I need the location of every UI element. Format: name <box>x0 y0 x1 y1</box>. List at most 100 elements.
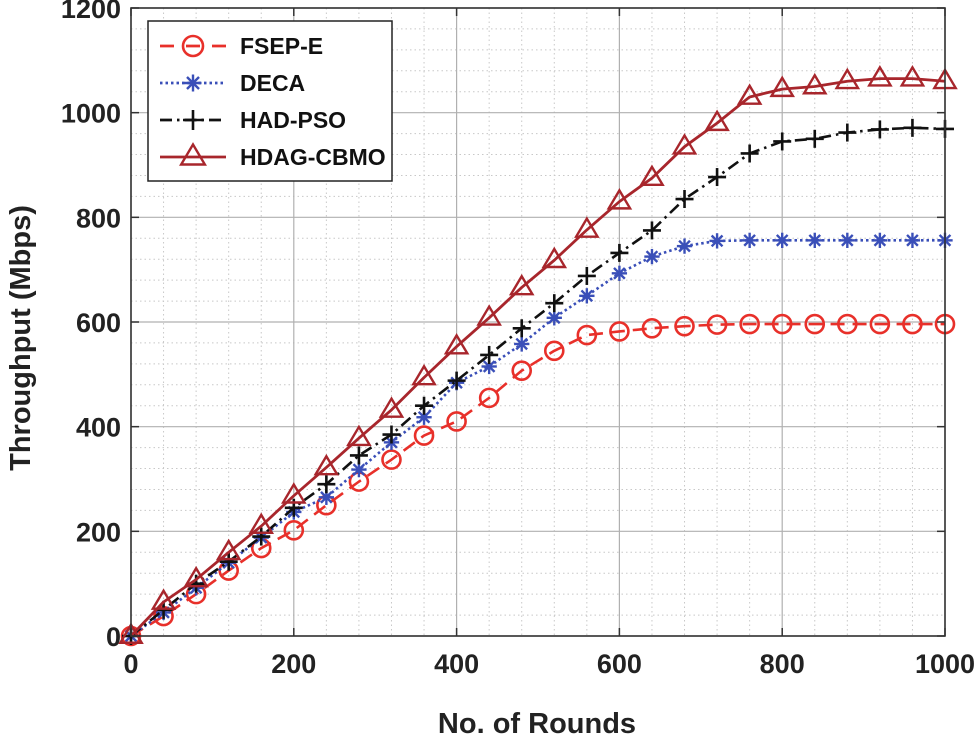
marker-circle <box>381 449 402 470</box>
marker-triangle <box>801 72 828 95</box>
marker-asterisk-stroke <box>906 234 919 247</box>
marker-triangle <box>834 67 861 90</box>
marker-asterisk-stroke <box>352 463 366 476</box>
marker-triangle <box>541 246 568 269</box>
x-tick-label: 800 <box>760 649 805 679</box>
marker-plus <box>447 371 466 390</box>
marker-plus <box>252 527 271 546</box>
marker-circle <box>837 313 858 335</box>
marker-asterisk <box>351 461 367 478</box>
marker-circle <box>511 360 533 381</box>
marker-triangle <box>179 142 207 166</box>
marker-circle <box>706 314 728 335</box>
marker-asterisk-stroke <box>320 491 333 504</box>
marker-circle <box>283 519 305 541</box>
marker-asterisk <box>709 233 725 249</box>
legend-entry-deca: DECA <box>160 70 305 96</box>
y-tick-label: 800 <box>76 203 121 233</box>
marker-asterisk-stroke <box>775 234 789 247</box>
marker-asterisk-stroke <box>580 289 594 303</box>
marker-asterisk-stroke <box>613 267 626 280</box>
marker-plus <box>708 168 727 187</box>
marker-asterisk <box>839 232 855 249</box>
marker-circle <box>609 321 630 342</box>
x-tick-label: 0 <box>123 649 138 679</box>
marker-circle <box>478 387 500 409</box>
axes: 0 200 400 600 800 1000 0 200 400 600 800 1000 1200 <box>61 0 975 679</box>
marker-triangle <box>736 83 763 105</box>
legend-entry-had-pso: HAD-PSO <box>160 107 346 133</box>
marker-circle <box>804 313 826 335</box>
marker-triangle <box>769 75 795 98</box>
marker-triangle <box>378 396 405 418</box>
marker-asterisk-stroke <box>548 311 561 325</box>
marker-circle <box>771 313 793 335</box>
y-tick-label: 600 <box>76 308 121 338</box>
marker-triangle <box>867 65 893 87</box>
marker-plus <box>317 475 336 494</box>
y-axis-title: Throughput (Mbps) <box>5 205 37 471</box>
marker-plus <box>219 552 238 571</box>
marker-triangle <box>346 424 372 447</box>
legend: FSEP-E DECA HAD-PSO HDAG-CBMO <box>147 20 393 182</box>
series-line <box>130 126 946 638</box>
marker-plus <box>903 118 922 137</box>
marker-plus <box>349 446 368 465</box>
marker-triangle <box>574 216 600 238</box>
marker-triangle <box>313 453 340 476</box>
marker-triangle <box>183 565 209 588</box>
series-hdag-cbmo <box>118 65 958 644</box>
marker-asterisk <box>904 232 921 249</box>
marker-asterisk <box>872 232 888 249</box>
marker-plus <box>415 396 434 415</box>
y-tick-label: 400 <box>76 413 121 443</box>
series-line <box>129 77 946 637</box>
marker-plus <box>382 425 401 444</box>
marker-asterisk-stroke <box>482 360 496 373</box>
marker-triangle <box>443 332 470 355</box>
marker-asterisk <box>741 232 758 249</box>
marker-asterisk-stroke <box>743 234 756 247</box>
marker-asterisk-stroke <box>417 410 431 424</box>
y-tick-label: 1200 <box>61 0 121 24</box>
marker-triangle <box>411 363 437 386</box>
legend-label: DECA <box>240 70 305 96</box>
marker-asterisk <box>579 288 595 304</box>
marker-plus <box>773 132 792 151</box>
marker-plus <box>512 319 531 338</box>
marker-plus <box>675 190 694 209</box>
marker-circle <box>181 34 205 58</box>
legend-label: HAD-PSO <box>240 107 346 133</box>
marker-plus <box>183 110 203 130</box>
marker-triangle <box>248 512 275 535</box>
marker-triangle <box>606 188 633 210</box>
x-tick-label: 400 <box>434 649 479 679</box>
marker-plus <box>740 144 759 163</box>
series-line <box>130 322 945 638</box>
marker-asterisk-stroke <box>808 234 822 247</box>
legend-label: FSEP-E <box>240 33 323 59</box>
marker-asterisk <box>807 232 823 249</box>
marker-circle <box>543 340 565 362</box>
marker-triangle <box>671 133 698 155</box>
marker-asterisk-stroke <box>186 76 200 90</box>
marker-asterisk-stroke <box>515 337 528 351</box>
y-tick-label: 1000 <box>61 99 121 129</box>
marker-triangle <box>899 65 926 87</box>
marker-circle <box>902 313 923 335</box>
marker-asterisk <box>184 74 202 92</box>
marker-asterisk-stroke <box>873 234 887 247</box>
marker-circle <box>413 425 435 446</box>
marker-circle <box>869 313 891 335</box>
marker-circle <box>739 313 760 335</box>
marker-asterisk-stroke <box>841 234 854 247</box>
marker-triangle <box>508 273 535 296</box>
x-tick-label: 1000 <box>915 649 975 679</box>
marker-asterisk-stroke <box>710 234 724 248</box>
x-tick-label: 600 <box>597 649 642 679</box>
x-axis-title: No. of Rounds <box>438 708 636 739</box>
marker-plus <box>805 129 824 148</box>
x-tick-label: 200 <box>271 649 316 679</box>
y-tick-label: 0 <box>106 622 121 652</box>
